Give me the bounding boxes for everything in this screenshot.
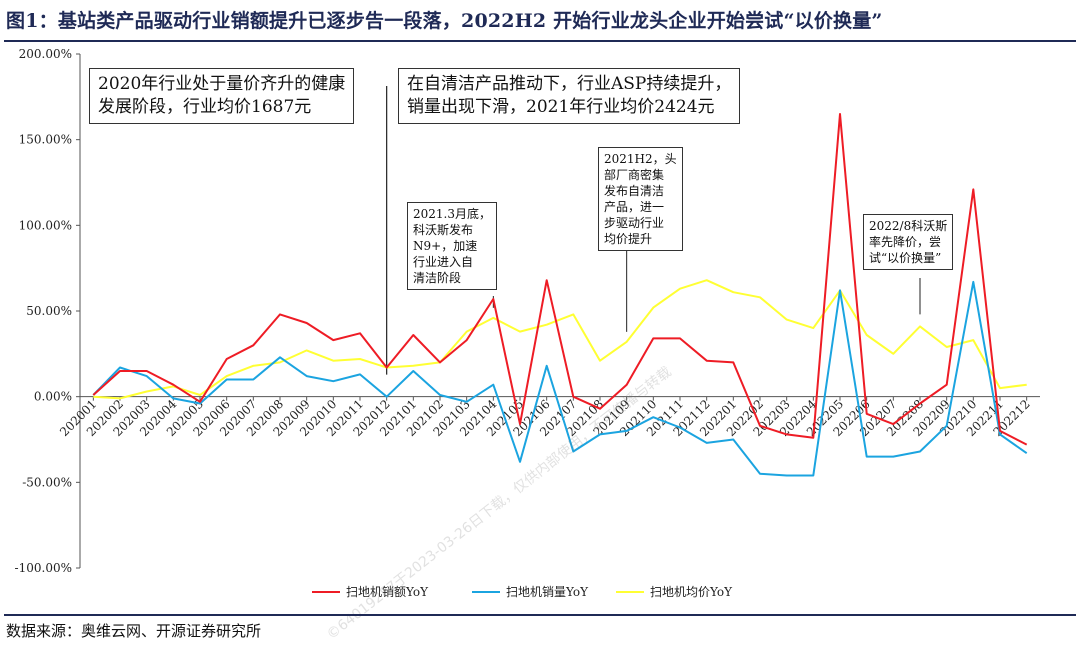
series-lines (92, 113, 1028, 477)
legend-label: 扫地机销量YoY (506, 585, 589, 599)
annotation-line: 在自清洁产品推动下，行业ASP持续提升， (407, 74, 732, 94)
y-tick-label: 150.00% (19, 133, 72, 147)
annotation-2020: 2020年行业处于量价齐升的健康 发展阶段，行业均价1687元 (89, 68, 355, 124)
annotation-line: 行业进入自 (413, 255, 474, 269)
source-divider (4, 614, 1076, 616)
annotation-line: 试“以价换量” (869, 251, 942, 265)
annotation-line: N9+，加速 (413, 239, 478, 253)
annotation-line: 2021H2，头 (604, 152, 677, 166)
y-axis-ticks: -100.00% -50.00% 0.00% 50.00% 100.00% 150.00%… (15, 47, 80, 575)
title-divider (4, 40, 1076, 42)
annotation-202103: 2021.3月底， 科沃斯发布 N9+，加速 行业进入自 清洁阶段 (407, 202, 497, 290)
annotation-line: 发展阶段，行业均价1687元 (98, 97, 312, 117)
annotation-line: 均价提升 (604, 232, 653, 246)
annotation-202208: 2022/8科沃斯 率先降价，尝 试“以价换量” (863, 214, 954, 270)
legend-label: 扫地机均价YoY (650, 585, 733, 599)
series-line (92, 113, 1028, 446)
annotation-line: 步驱动行业 (604, 216, 665, 230)
series-line (93, 279, 1027, 400)
y-tick-label: 0.00% (34, 390, 72, 404)
annotation-line: 销量出现下滑，2021年行业均价2424元 (407, 97, 715, 117)
legend: 扫地机销额YoY 扫地机销量YoY 扫地机均价YoY (312, 585, 733, 599)
y-tick-label: 50.00% (26, 304, 72, 318)
y-tick-label: 200.00% (19, 47, 72, 61)
annotation-line: 科沃斯发布 (413, 223, 474, 237)
y-tick-label: -50.00% (22, 475, 72, 489)
annotation-line: 2021.3月底， (413, 207, 491, 221)
annotation-line: 清洁阶段 (413, 271, 462, 285)
x-axis-ticks: 2020012020022020032020042020052020062020… (57, 397, 1033, 440)
annotation-line: 2022/8科沃斯 (869, 219, 948, 233)
annotation-2021: 在自清洁产品推动下，行业ASP持续提升， 销量出现下滑，2021年行业均价242… (398, 68, 741, 124)
y-tick-label: 100.00% (19, 218, 72, 232)
chart-title: 图1：基站类产品驱动行业销额提升已逐步告一段落，2022H2 开始行业龙头企业开… (6, 10, 883, 32)
annotation-line: 部厂商密集 (604, 168, 665, 182)
annotation-line: 发布自清洁 (604, 184, 665, 198)
annotation-line: 产品，进一 (604, 200, 665, 214)
annotation-2021h2: 2021H2，头 部厂商密集 发布自清洁 产品，进一 步驱动行业 均价提升 (598, 147, 683, 251)
chart-axes (79, 54, 1040, 568)
annotation-line: 率先降价，尝 (869, 235, 942, 249)
data-source: 数据来源：奥维云网、开源证券研究所 (6, 622, 262, 640)
annotation-line: 2020年行业处于量价齐升的健康 (98, 74, 346, 94)
y-tick-label: -100.00% (15, 561, 72, 575)
legend-label: 扫地机销额YoY (346, 585, 429, 599)
series-line (92, 280, 1028, 477)
